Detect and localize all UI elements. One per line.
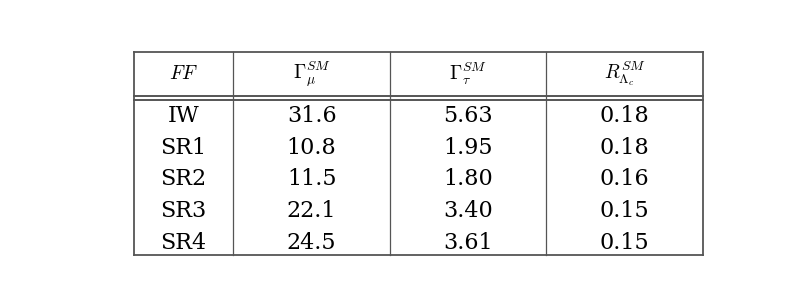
Text: IW: IW (168, 105, 200, 127)
Text: SR2: SR2 (160, 168, 207, 190)
Text: $\mathit{FF}$: $\mathit{FF}$ (169, 65, 198, 83)
Text: 1.95: 1.95 (443, 137, 493, 159)
Text: 0.16: 0.16 (599, 168, 650, 190)
Text: 24.5: 24.5 (286, 232, 336, 254)
Text: SR3: SR3 (160, 200, 207, 222)
Text: 0.18: 0.18 (599, 137, 650, 159)
Text: 0.15: 0.15 (599, 200, 650, 222)
Text: SR1: SR1 (160, 137, 207, 159)
Text: 5.63: 5.63 (443, 105, 493, 127)
Text: SR4: SR4 (160, 232, 207, 254)
Text: 22.1: 22.1 (286, 200, 336, 222)
Text: 10.8: 10.8 (286, 137, 337, 159)
Text: $R_{\Lambda_c}^{SM}$: $R_{\Lambda_c}^{SM}$ (603, 60, 646, 88)
Text: $\Gamma_{\mu}^{SM}$: $\Gamma_{\mu}^{SM}$ (293, 59, 330, 89)
Text: 11.5: 11.5 (286, 168, 336, 190)
Text: 0.18: 0.18 (599, 105, 650, 127)
Text: 1.80: 1.80 (443, 168, 493, 190)
Text: 3.61: 3.61 (443, 232, 493, 254)
Text: $\Gamma_{\tau}^{SM}$: $\Gamma_{\tau}^{SM}$ (449, 61, 487, 87)
Text: 3.40: 3.40 (443, 200, 493, 222)
Text: 0.15: 0.15 (599, 232, 650, 254)
Text: 31.6: 31.6 (286, 105, 337, 127)
